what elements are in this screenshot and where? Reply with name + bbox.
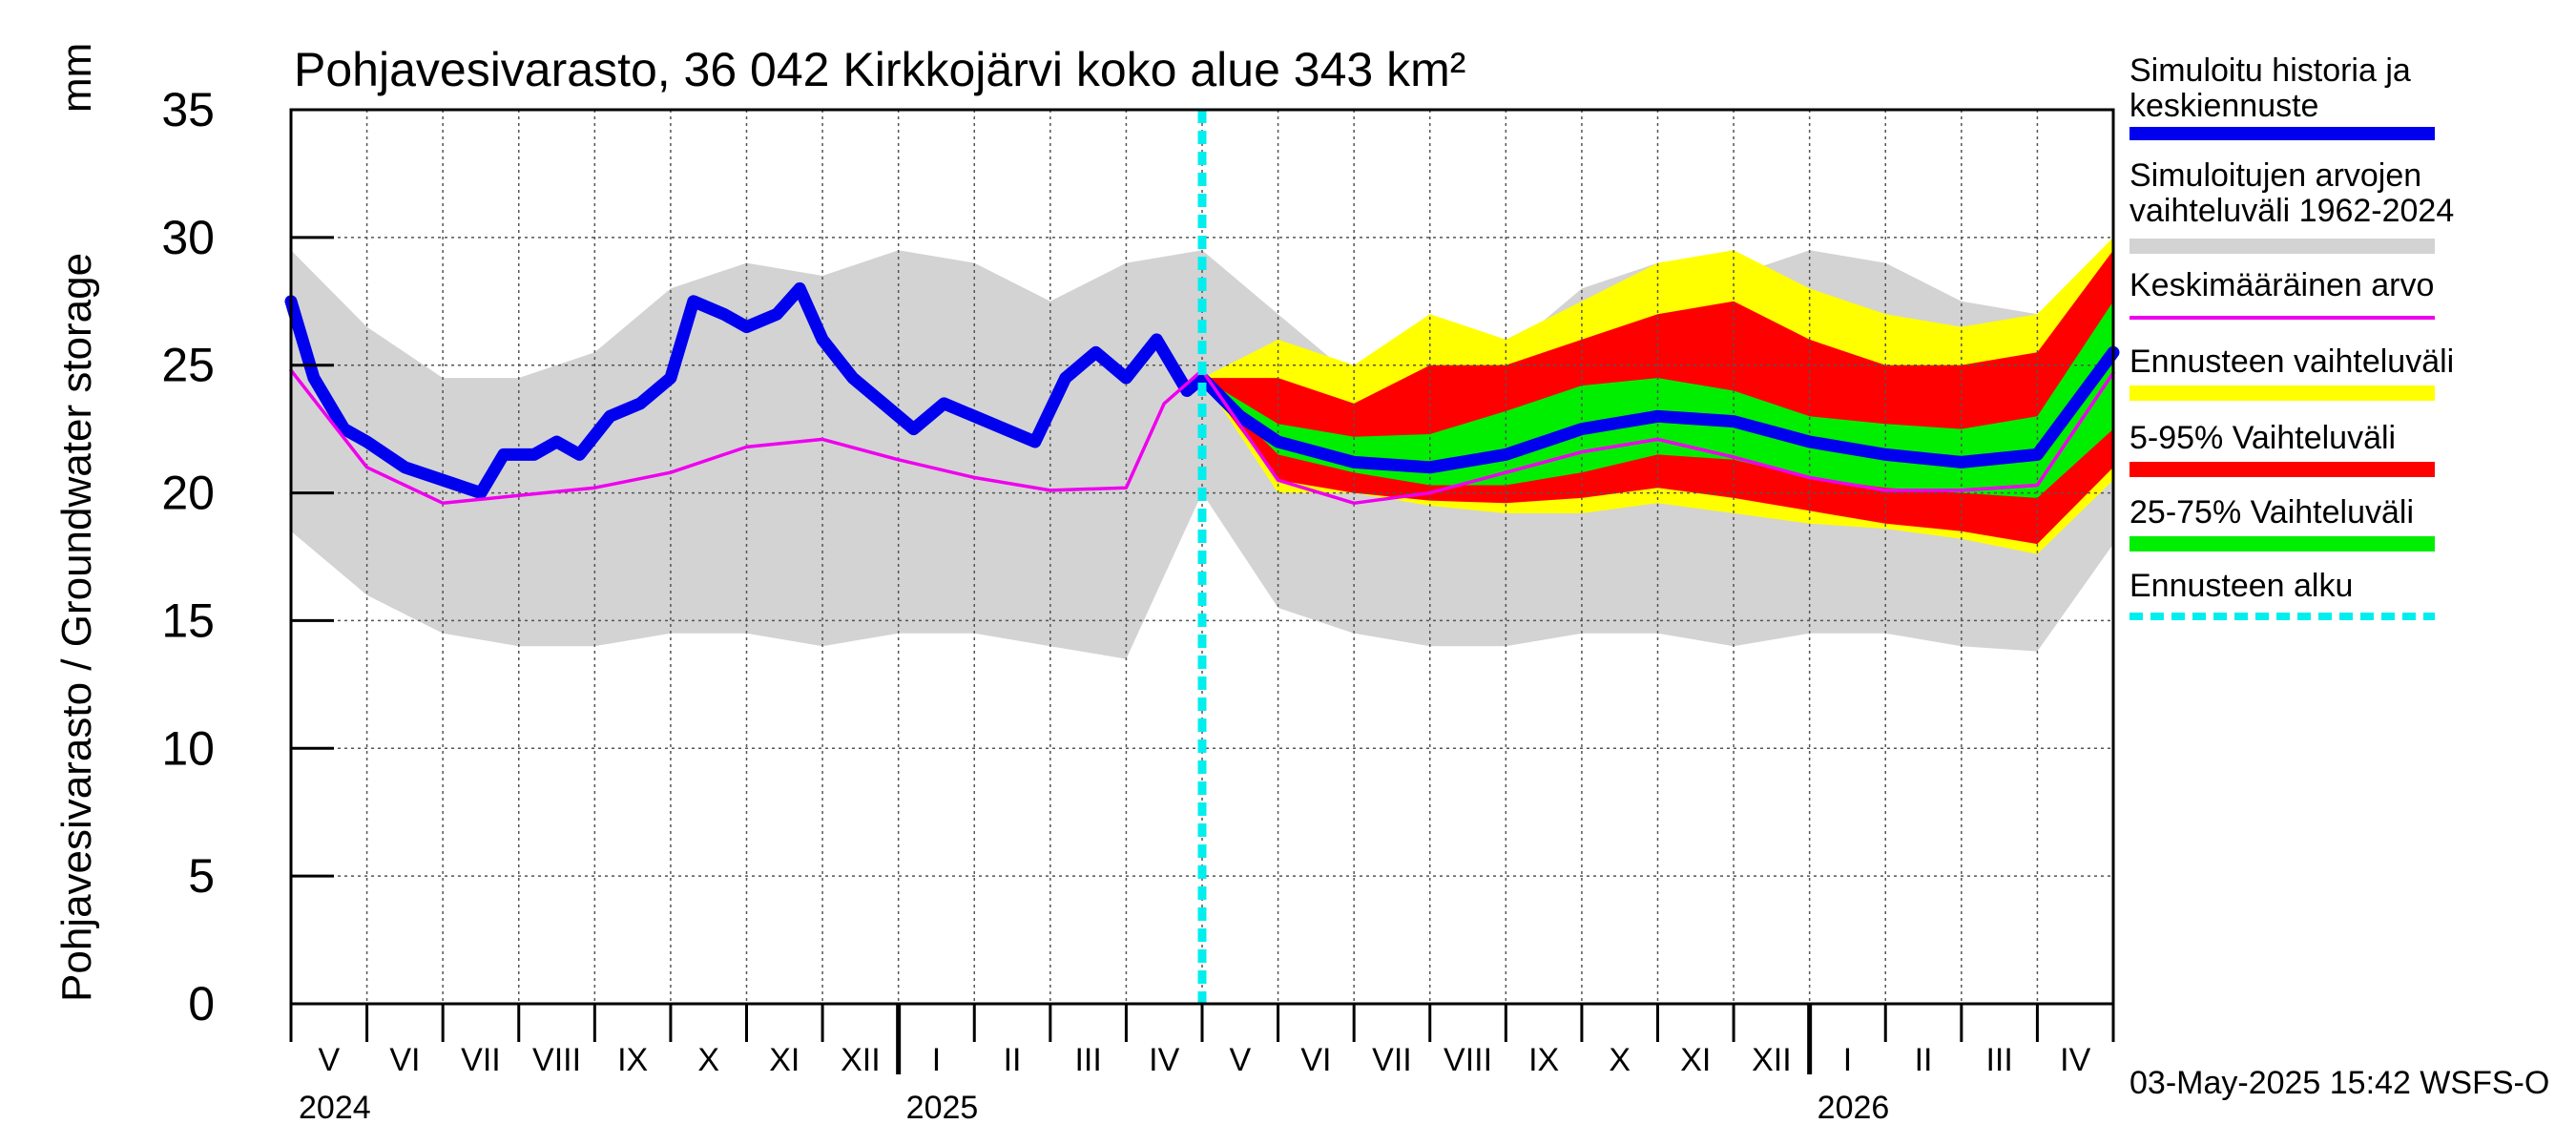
month-label-8: I xyxy=(932,1042,941,1078)
month-label-1: VI xyxy=(389,1042,420,1078)
y-axis-label: Pohjavesivarasto / Groundwater storage xyxy=(53,253,100,1002)
legend-label-ennusteen-vaihteluvali: Ennusteen vaihteluväli xyxy=(2129,344,2454,380)
legend-label-simuloitujen-arvojen-vaihteluvali-1962-2024: Simuloitujen arvojen vaihteluväli 1962-20… xyxy=(2129,157,2454,229)
legend-item-simuloitujen-arvojen-vaihteluvali-1962-2024: Simuloitujen arvojen vaihteluväli 1962-20… xyxy=(2129,157,2454,254)
y-tick-label-30: 30 xyxy=(161,211,215,264)
month-label-7: XII xyxy=(841,1042,881,1078)
month-label-16: IX xyxy=(1528,1042,1559,1078)
y-tick-label-20: 20 xyxy=(161,467,215,520)
legend-label-line: Simuloitujen arvojen xyxy=(2129,157,2421,194)
month-label-3: VIII xyxy=(532,1042,581,1078)
y-tick-label-15: 15 xyxy=(161,593,215,647)
year-label-2025: 2025 xyxy=(906,1090,979,1126)
y-tick-label-25: 25 xyxy=(161,339,215,392)
month-label-2: VII xyxy=(461,1042,501,1078)
legend-label-line: keskiennuste xyxy=(2129,88,2318,124)
y-tick-label-35: 35 xyxy=(161,83,215,136)
y-tick-label-10: 10 xyxy=(161,721,215,775)
legend-label-line: 25-75% Vaihteluväli xyxy=(2129,494,2414,531)
legend-label-line: Ennusteen alku xyxy=(2129,568,2353,604)
month-label-5: X xyxy=(697,1042,719,1078)
legend-label-keskimaarainen-arvo: Keskimääräinen arvo xyxy=(2129,267,2434,303)
year-label-2026: 2026 xyxy=(1818,1090,1890,1126)
month-label-22: III xyxy=(1985,1042,2012,1078)
month-label-20: I xyxy=(1843,1042,1852,1078)
month-label-0: V xyxy=(318,1042,340,1078)
month-label-18: XI xyxy=(1680,1042,1711,1078)
month-label-10: III xyxy=(1074,1042,1101,1078)
legend-label-line: Simuloitu historia ja xyxy=(2129,52,2411,89)
year-label-2024: 2024 xyxy=(299,1090,371,1126)
month-label-12: V xyxy=(1229,1042,1251,1078)
legend-label-line: Keskimääräinen arvo xyxy=(2129,267,2434,303)
legend-label-5-95-vaihteluvali: 5-95% Vaihteluväli xyxy=(2129,420,2396,456)
month-label-4: IX xyxy=(617,1042,648,1078)
month-label-23: IV xyxy=(2060,1042,2090,1078)
month-label-14: VII xyxy=(1372,1042,1412,1078)
month-label-21: II xyxy=(1915,1042,1933,1078)
month-label-13: VI xyxy=(1300,1042,1331,1078)
timestamp: 03-May-2025 15:42 WSFS-O xyxy=(2129,1065,2549,1101)
month-label-6: XI xyxy=(769,1042,800,1078)
y-axis-unit: mm xyxy=(53,43,100,113)
legend: Simuloitu historia ja keskiennusteSimuloi… xyxy=(2129,52,2454,620)
legend-item-ennusteen-alku: Ennusteen alku xyxy=(2129,568,2435,620)
line-layer xyxy=(284,281,2120,506)
legend-label-25-75-vaihteluvali: 25-75% Vaihteluväli xyxy=(2129,494,2414,531)
legend-label-simuloitu-historia-ja-keskiennuste: Simuloitu historia ja keskiennuste xyxy=(2129,52,2411,124)
month-label-19: XII xyxy=(1752,1042,1792,1078)
month-label-9: II xyxy=(1004,1042,1022,1078)
month-label-15: VIII xyxy=(1444,1042,1492,1078)
legend-item-keskimaarainen-arvo: Keskimääräinen arvo xyxy=(2129,267,2435,320)
line-simuloitu-historia-ja-keskiennuste xyxy=(284,281,2120,500)
legend-item-ennusteen-vaihteluvali: Ennusteen vaihteluväli xyxy=(2129,344,2454,401)
legend-label-ennusteen-alku: Ennusteen alku xyxy=(2129,568,2353,604)
legend-label-line: vaihteluväli 1962-2024 xyxy=(2129,193,2454,229)
legend-item-25-75-vaihteluvali: 25-75% Vaihteluväli xyxy=(2129,494,2435,552)
line-keskimaarainen-arvo xyxy=(289,368,2115,506)
legend-item-5-95-vaihteluvali: 5-95% Vaihteluväli xyxy=(2129,420,2435,477)
y-tick-label-0: 0 xyxy=(188,977,215,1030)
y-tick-label-5: 5 xyxy=(188,849,215,903)
legend-label-line: Ennusteen vaihteluväli xyxy=(2129,344,2454,380)
chart-title: Pohjavesivarasto, 36 042 Kirkkojärvi kok… xyxy=(294,43,1465,96)
legend-item-simuloitu-historia-ja-keskiennuste: Simuloitu historia ja keskiennuste xyxy=(2129,52,2435,140)
month-label-11: IV xyxy=(1149,1042,1179,1078)
month-label-17: X xyxy=(1609,1042,1631,1078)
legend-label-line: 5-95% Vaihteluväli xyxy=(2129,420,2396,456)
